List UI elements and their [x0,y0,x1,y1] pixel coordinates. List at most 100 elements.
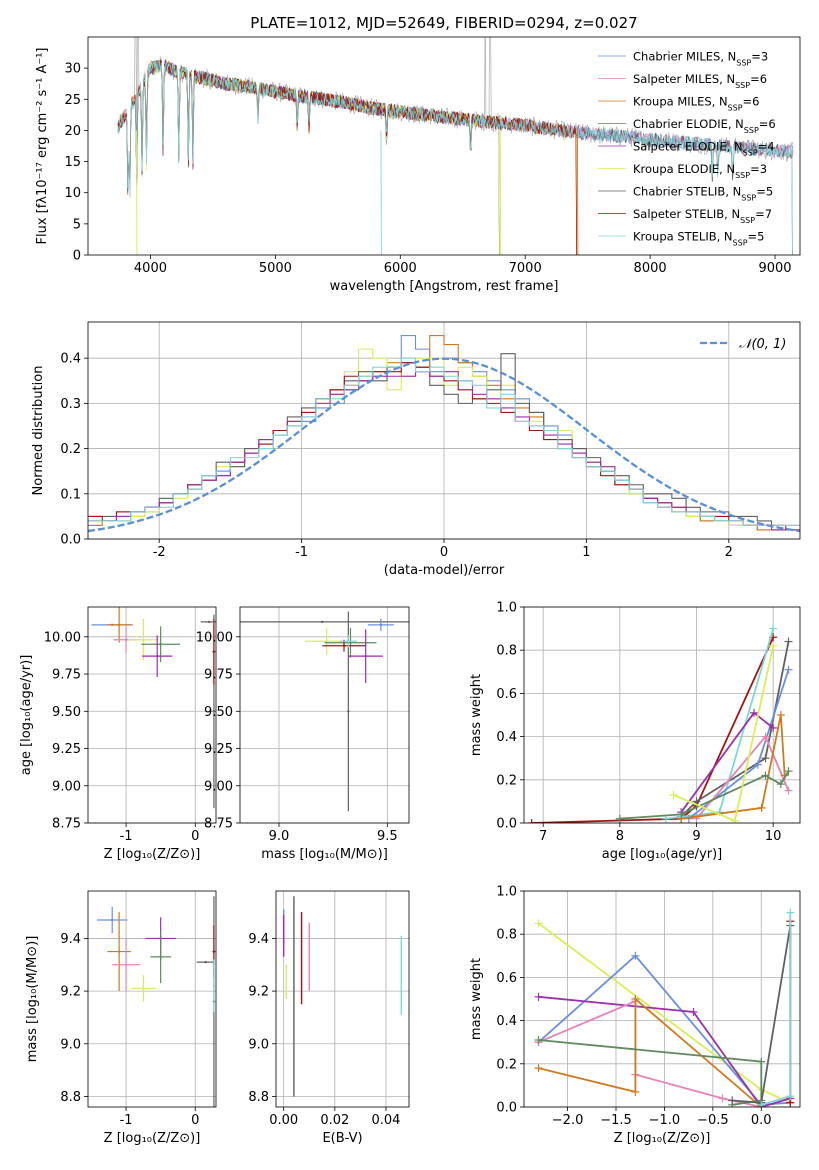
z-age-ytick-label: 8.75 [52,817,81,832]
data-point [124,638,128,641]
spectrum-ytick-label: 25 [64,93,81,108]
age-weight-xtick-label: 8 [616,829,624,844]
legend-label: Kroupa ELODIE, NSSP=3 [633,162,767,180]
residuals-xtick-label: 2 [725,545,733,560]
z-mass-xlabel: Z [log₁₀(Z/Z⊙)] [104,1131,201,1146]
z-age-ytick-label: 10.00 [44,630,81,645]
data-point [142,638,145,641]
z-age-xtick-label: 0 [191,829,199,844]
ebv-mass-xlabel: E(B-V) [322,1131,362,1146]
data-point [325,640,328,643]
ebv-mass-panel: 0.00 0.02 0.04 8.8 9.0 9.2 9.4 E(B-V) [248,890,410,1146]
ebv-mass-xtick-label: 0.04 [372,1113,401,1128]
z-mass-ytick-label: 8.8 [60,1090,81,1105]
z-weight-panel: −2.0 −1.5 −1.0 −0.5 0.0 0.0 0.2 0.4 0.6 0.8 1.0 Z [… [469,885,801,1146]
model-spectrum-line [117,60,793,255]
data-point [379,623,383,627]
spectrum-ytick-label: 15 [64,155,81,170]
mass-age-xtick-label: 9.0 [269,829,290,844]
legend-label-sub: SSP [740,216,755,225]
legend-label-n: =3 [750,162,767,176]
z-weight-ytick-label: 0.2 [496,1057,517,1072]
z-mass-ytick-label: 9.4 [60,932,81,947]
legend-label-sub: SSP [735,81,750,90]
data-point [342,644,346,647]
z-weight-xtick-label: −0.5 [697,1113,729,1128]
residuals-frame [87,321,801,540]
mass-age-ytick-label: 9.00 [204,779,233,794]
z-mass-ylabel: mass [log₁₀(M/M⊙)] [25,936,40,1063]
z-weight-ytick-label: 0.0 [496,1101,517,1116]
residuals-xtick-label: -1 [295,545,308,560]
data-point [142,987,145,990]
ebv-mass-xtick-label: 0.00 [269,1113,298,1128]
weight-line [538,1039,763,1106]
weight-line [681,714,786,820]
data-point [321,620,324,624]
model-spectrum-line [117,60,577,255]
spectrum-ytick-label: 10 [64,186,81,201]
age-weight-ytick-label: 0.4 [496,730,517,745]
legend-label-sub: SSP [744,126,759,135]
legend-label-n: =7 [755,207,772,221]
spectrum-xtick-label: 6000 [384,261,417,276]
residuals-panel: -2 -1 0 1 2 0.0 0.1 0.2 0.3 0.4 𝒩(0, 1) (data-model… [31,321,801,578]
age-weight-plot-area [527,624,793,823]
data-point [124,963,128,966]
z-weight-xlabel: Z [log₁₀(Z/Z⊙)] [614,1131,711,1146]
z-age-ytick-label: 9.75 [52,668,81,683]
normal-curve [88,357,800,533]
mass-age-frame [239,606,410,824]
z-age-frame [87,606,217,824]
age-weight-panel: 7 8 9 10 0.0 0.2 0.4 0.6 0.8 1.0 age [log₁₀(age/yr… [469,601,801,862]
z-weight-xtick-label: −2.0 [552,1113,584,1128]
z-mass-ytick-label: 9.2 [60,985,81,1000]
legend-label-sub: SSP [733,238,748,247]
legend-label-sub: SSP [743,148,758,157]
spectrum-xtick-label: 4000 [134,261,167,276]
z-age-ytick-label: 9.00 [52,779,81,794]
residuals-ylabel: Normed distribution [31,366,46,496]
legend-label-n: =5 [748,230,765,244]
z-weight-xtick-label: 0.0 [751,1113,772,1128]
z-age-ylabel: age [log₁₀(age/yr)] [19,655,34,776]
data-point [212,710,216,713]
data-point [117,950,121,953]
data-point [204,960,207,964]
mass-age-ytick-label: 9.25 [204,742,233,757]
data-point [212,984,216,988]
histogram-step [88,357,800,526]
z-weight-ytick-label: 0.4 [496,1014,517,1029]
weight-line [538,999,762,1107]
mass-age-ytick-label: 8.75 [204,817,233,832]
mass-age-ytick-label: 9.75 [204,668,233,683]
z-age-ytick-label: 9.50 [52,705,81,720]
age-weight-ytick-label: 0.2 [496,773,517,788]
mass-age-ytick-label: 9.50 [204,705,233,720]
spectrum-xtick-label: 8000 [634,261,667,276]
model-spectrum-line [136,59,500,255]
legend-label: Kroupa MILES, NSSP=6 [633,95,759,113]
ebv-mass-xtick-label: 0.02 [320,1113,349,1128]
residuals-plot-area [88,335,800,533]
data-point [111,918,114,922]
age-weight-ytick-label: 1.0 [496,601,517,616]
legend-label-name: Salpeter STELIB, N [633,207,740,221]
spectrum-xtick-label: 7000 [509,261,542,276]
z-age-plot-area [91,607,216,809]
legend-label: Chabrier STELIB, NSSP=5 [633,185,773,203]
data-point [207,620,211,624]
ebv-mass-ytick-label: 9.2 [248,985,269,1000]
mass-age-xlabel: mass [log₁₀(M/M⊙)] [261,847,388,862]
ebv-mass-frame [275,890,410,1108]
mass-age-xtick-label: 9.5 [377,829,398,844]
age-weight-xlabel: age [log₁₀(age/yr)] [602,847,723,862]
residuals-ytick-label: 0.1 [60,487,81,502]
legend-label: Salpeter STELIB, NSSP=7 [633,207,772,225]
data-point [159,955,162,959]
data-point [347,640,350,643]
legend-label-n: =6 [759,117,776,131]
legend-label-n: =3 [751,50,768,64]
z-weight-ytick-label: 0.8 [496,928,517,943]
